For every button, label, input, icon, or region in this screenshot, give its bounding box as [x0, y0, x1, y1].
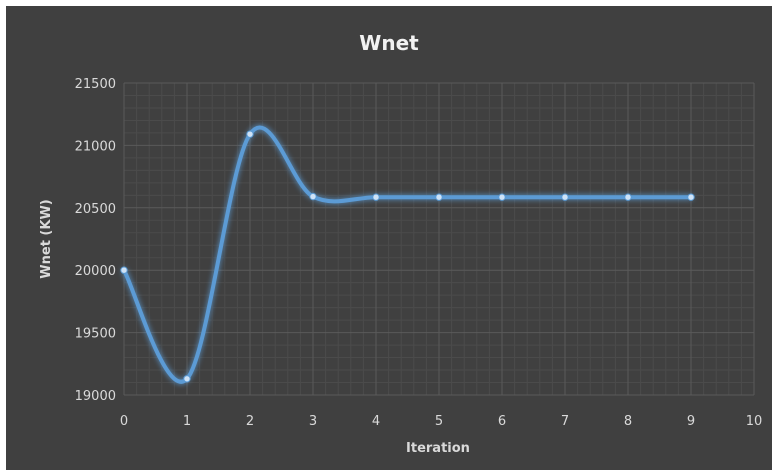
x-tick-label: 4	[372, 414, 380, 429]
x-tick-label: 9	[687, 414, 695, 429]
x-tick-label: 10	[746, 414, 763, 429]
y-tick-label: 19500	[75, 327, 116, 342]
data-point	[120, 266, 128, 274]
line-chart: Wnet 19000 19500 20000 20500 21000 21500 0 1 2 3…	[39, 31, 762, 456]
x-tick-label: 0	[120, 414, 128, 429]
x-tick-label: 7	[561, 414, 569, 429]
data-point	[561, 193, 569, 201]
series-layer	[120, 125, 695, 384]
x-tick-label: 1	[183, 414, 191, 429]
y-tick-label: 20000	[75, 264, 116, 279]
series-line	[122, 125, 693, 384]
y-axis-tick-labels: 19000 19500 20000 20500 21000 21500	[75, 77, 116, 404]
data-point	[183, 375, 191, 383]
x-tick-label: 3	[309, 414, 317, 429]
chart-area: Wnet 19000 19500 20000 20500 21000 21500 0 1 2 3…	[6, 6, 772, 470]
data-point	[246, 130, 254, 138]
y-tick-label: 21000	[75, 139, 116, 154]
x-tick-label: 8	[624, 414, 632, 429]
data-point	[435, 193, 443, 201]
x-axis-title: Iteration	[406, 441, 470, 456]
y-axis-title: Wnet (KW)	[39, 199, 54, 278]
y-tick-label: 19000	[75, 389, 116, 404]
x-tick-label: 5	[435, 414, 443, 429]
data-point	[372, 193, 380, 201]
major-gridlines	[123, 82, 755, 396]
y-tick-label: 21500	[75, 77, 116, 92]
y-tick-label: 20500	[75, 202, 116, 217]
data-point	[498, 193, 506, 201]
data-point	[687, 193, 695, 201]
x-tick-label: 6	[498, 414, 506, 429]
x-axis-tick-labels: 0 1 2 3 4 5 6 7 8 9 10	[120, 414, 762, 429]
data-point	[309, 192, 317, 201]
chart-title: Wnet	[359, 31, 419, 55]
x-tick-label: 2	[246, 414, 254, 429]
data-point	[624, 193, 632, 201]
